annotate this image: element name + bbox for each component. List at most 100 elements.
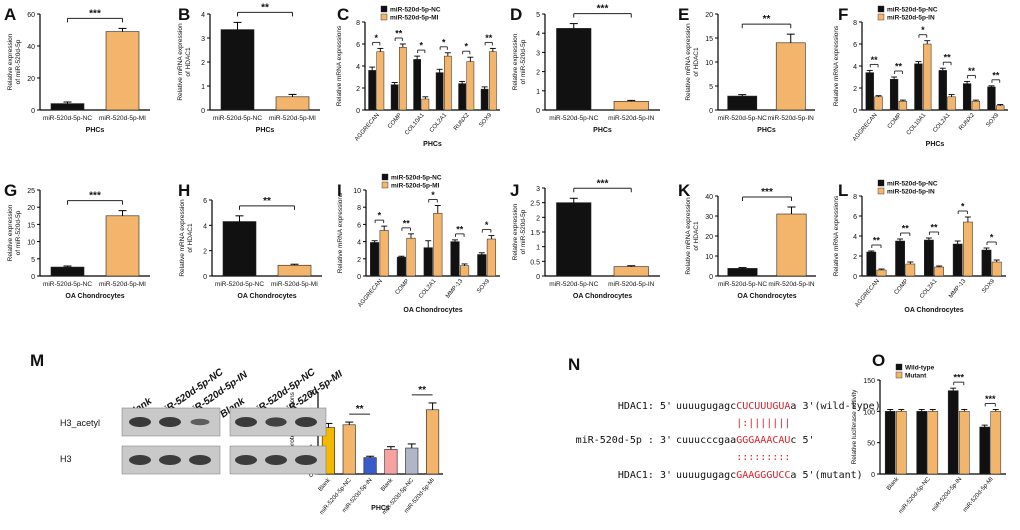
bar-l <box>895 240 905 277</box>
x-axis-label: OA Chondrocytes <box>737 293 796 300</box>
panel-label-f: F <box>838 5 848 24</box>
significance-label: * <box>378 211 382 221</box>
bar-h <box>222 221 257 277</box>
bar-l <box>981 249 992 277</box>
y-axis-label: Relative expression <box>7 204 14 261</box>
x-tick-label: miR-520d-5p-NC <box>718 115 767 122</box>
bar-a <box>105 31 140 111</box>
sequence-name: HDAC1: 3' <box>618 470 672 481</box>
x-tick-label: COMP <box>887 112 903 130</box>
x-tick-label: AGGRECAN <box>354 112 381 142</box>
panel-label-i: I <box>337 181 342 200</box>
western-blot: BlankmiR-520d-5p-NCmiR-520d-5p-INBlankmi… <box>60 366 345 475</box>
y-tick-label: 8 <box>357 205 361 212</box>
blot-band <box>129 455 151 465</box>
x-axis-label: PHCs <box>86 127 105 134</box>
significance-label: * <box>990 233 994 243</box>
blot-band <box>295 417 317 427</box>
y-tick-label: 5 <box>536 12 540 19</box>
y-axis-label: Relative expression <box>7 33 14 90</box>
x-tick-label: miR-520d-5p-MI <box>99 115 146 122</box>
blot-band <box>235 417 257 427</box>
y-tick-label: 6 <box>357 222 361 229</box>
significance-label: ** <box>403 218 411 228</box>
significance-label: ** <box>261 2 269 13</box>
legend-label: miR-520d-5p-IN <box>887 189 935 196</box>
y-tick-label: 8 <box>853 20 857 27</box>
panel-label-n: N <box>568 355 580 374</box>
sequence-tail: a 3'(wild-type) <box>790 401 880 412</box>
legend-label: miR-520d-5p-MI <box>391 183 440 190</box>
y-tick-label: 6 <box>356 42 360 49</box>
x-tick-label: SOX9 <box>981 278 996 295</box>
y-tick-label: 4 <box>203 223 207 230</box>
x-tick-label: Blank <box>886 476 901 492</box>
y-tick-label: 25 <box>27 188 35 195</box>
x-tick-label: miR-520d-5p-NC <box>213 115 262 122</box>
x-tick-label: RUNX2 <box>453 112 471 132</box>
y-tick-label: 20 <box>27 205 35 212</box>
legend-label: miR-520d-5p-NC <box>887 181 938 188</box>
panel-label-h: H <box>178 181 190 200</box>
bar-e <box>775 42 806 111</box>
y-tick-label: 1 <box>201 84 205 91</box>
x-tick-label: miR-520d-5p-IN <box>931 476 963 513</box>
y-tick-label: 3 <box>201 36 205 43</box>
y-tick-label: 20 <box>27 76 35 83</box>
significance-label: ** <box>485 33 493 43</box>
sequence-text: uuuugugagcGAAGGGUCCa 5'(mutant) <box>676 470 863 481</box>
bar-f <box>971 100 981 111</box>
y-tick-label: 8 <box>356 20 360 27</box>
panel-j: J 0 0.5 1 1.5 2 2.5 3 Relative expression of miR-… <box>510 178 660 300</box>
blot-band <box>265 417 287 427</box>
bar-l <box>905 263 916 277</box>
legend-label: miR-520d-5p-MI <box>390 15 439 22</box>
legend-label: miR-520d-5p-IN <box>887 15 935 22</box>
x-axis-label: OA Chondrocytes <box>904 307 963 314</box>
blot-band <box>189 455 211 465</box>
x-tick-label: AGGRECAN <box>852 112 879 142</box>
x-tick-label: RUNX2 <box>958 112 976 132</box>
y-tick-label: 10 <box>353 188 361 195</box>
x-axis-label: PHCs <box>423 141 442 148</box>
bar-f <box>889 78 899 111</box>
y-tick-label: 4 <box>201 12 205 19</box>
x-tick-label: miR-520d-5p-NC <box>215 281 264 288</box>
significance-label: ** <box>873 236 881 246</box>
y-axis-label: Relative mRNA expressions <box>336 25 343 106</box>
y-axis-label: of miR-520d-5p <box>15 39 22 84</box>
y-tick-label: 6 <box>203 198 207 205</box>
x-tick-label: COL10A1 <box>404 112 426 137</box>
significance-label: ** <box>992 70 1000 80</box>
y-axis-label: of HDAC1 <box>187 223 194 253</box>
y-tick-label: 1.5 <box>530 230 540 237</box>
bar-i <box>433 212 443 277</box>
bar-c <box>390 84 399 111</box>
bar-i <box>423 247 433 277</box>
bar-j <box>613 266 649 277</box>
y-tick-label: 20 <box>705 234 713 241</box>
significance-label: ** <box>871 55 879 65</box>
y-tick-label: 3 <box>536 50 540 57</box>
y-tick-label: 2 <box>853 86 857 93</box>
sequence-black: uuuugugagc <box>676 470 736 481</box>
x-tick-label: COL2A1 <box>429 112 449 134</box>
legend-label: miR-520d-5p-NC <box>391 175 442 182</box>
y-tick-label: 3 <box>536 186 540 193</box>
bar-m <box>426 409 440 475</box>
y-tick-label: 100 <box>863 409 875 416</box>
x-tick-label: AGGRECAN <box>854 278 881 308</box>
y-tick-label: 10 <box>705 254 713 261</box>
x-tick-label: COL2A1 <box>919 278 939 300</box>
bar-c <box>480 88 489 111</box>
y-tick-label: 0 <box>871 472 875 479</box>
bar-l <box>924 239 934 277</box>
x-tick-label: miR-520d-5p-NC <box>718 281 767 288</box>
y-tick-label: 0 <box>853 108 857 115</box>
significance-label: ** <box>395 29 403 39</box>
significance-label: * <box>431 190 435 200</box>
x-axis-label: OA Chondrocytes <box>237 293 296 300</box>
bar-c <box>376 51 385 111</box>
y-tick-label: 15 <box>27 222 35 229</box>
bar-m <box>405 447 419 475</box>
